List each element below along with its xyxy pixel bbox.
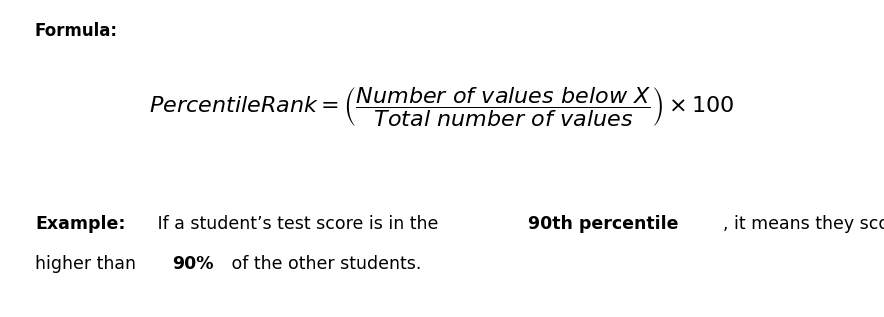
Text: 90%: 90% xyxy=(172,255,214,273)
Text: of the other students.: of the other students. xyxy=(226,255,422,273)
Text: 90th percentile: 90th percentile xyxy=(529,215,679,233)
Text: Formula:: Formula: xyxy=(35,22,118,40)
Text: If a student’s test score is in the: If a student’s test score is in the xyxy=(152,215,444,233)
Text: $\mathit{PercentileRank} = \left( \dfrac{\mathit{Number\ of\ values\ below\ X}}{: $\mathit{PercentileRank} = \left( \dfrac… xyxy=(149,86,735,128)
Text: , it means they scored: , it means they scored xyxy=(722,215,884,233)
Text: Example:: Example: xyxy=(35,215,126,233)
Text: higher than: higher than xyxy=(35,255,141,273)
